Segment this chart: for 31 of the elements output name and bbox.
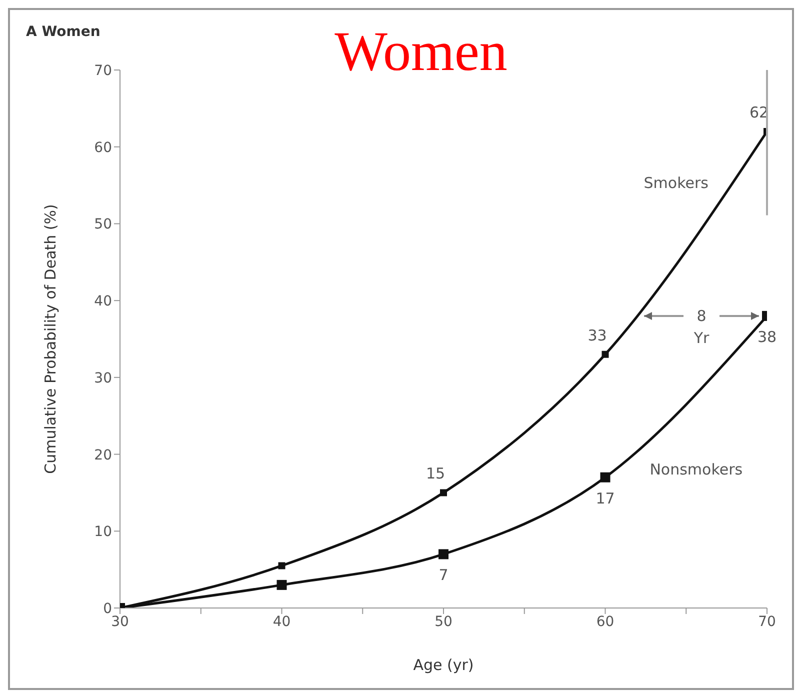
chart-title: Women	[334, 21, 508, 83]
x-tick-label: 50	[434, 614, 452, 630]
data-label: 7	[438, 566, 448, 584]
y-tick-label: 50	[94, 216, 112, 233]
y-tick-label: 10	[94, 524, 112, 540]
data-label: 15	[426, 464, 446, 483]
point	[278, 562, 286, 570]
point	[440, 489, 447, 496]
x-tick-label: 70	[758, 614, 776, 630]
point	[600, 472, 610, 482]
data-label: 33	[588, 326, 607, 344]
annotation: 8 Yr	[692, 306, 710, 347]
series-label: Nonsmokers	[650, 460, 743, 479]
y-tick-label: 20	[94, 447, 112, 464]
point	[602, 350, 609, 358]
x-tick-label: 40	[272, 614, 291, 630]
x-tick-label: 60	[596, 614, 614, 630]
x-axis-title: Age (yr)	[413, 656, 474, 674]
data-label: 17	[596, 489, 615, 508]
text: A Women	[26, 24, 100, 40]
series-label: Smokers	[644, 174, 709, 192]
x-tick-label: 30	[111, 614, 129, 630]
y-tick-label: 40	[94, 294, 112, 310]
point	[276, 580, 287, 590]
y-tick-label: 60	[94, 140, 112, 156]
y-tick-label: 30	[94, 370, 112, 386]
y-axis-title: Cumulative Probability of Death (%)	[41, 204, 60, 474]
y-tick-label: 70	[94, 62, 112, 79]
y-tick-label: 0	[103, 600, 112, 617]
point	[438, 549, 448, 560]
data-label: 38	[757, 328, 777, 346]
